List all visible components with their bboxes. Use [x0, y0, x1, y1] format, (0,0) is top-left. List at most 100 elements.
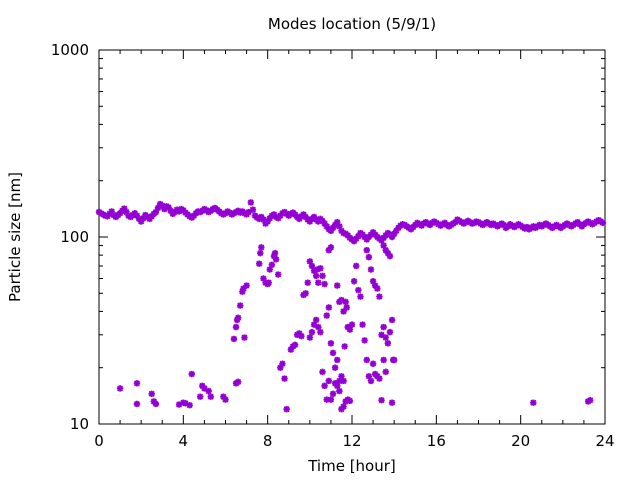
- data-point: [310, 321, 318, 328]
- data-point: [161, 205, 168, 213]
- data-point-mark: [266, 266, 273, 273]
- data-point-mark: [123, 208, 130, 216]
- data-point: [331, 221, 339, 229]
- data-point-mark: [327, 396, 335, 403]
- data-point: [306, 258, 314, 265]
- data-point: [321, 382, 328, 390]
- data-point-mark: [232, 323, 240, 331]
- data-point-mark: [390, 356, 398, 364]
- data-point: [197, 393, 204, 400]
- data-point-mark: [308, 328, 316, 336]
- data-point: [380, 323, 387, 331]
- data-point-mark: [388, 233, 396, 241]
- data-point-mark: [205, 387, 212, 395]
- data-point-mark: [378, 397, 385, 404]
- data-point: [376, 375, 383, 382]
- data-point: [279, 360, 286, 367]
- data-point: [321, 280, 328, 288]
- data-point: [371, 282, 379, 289]
- data-point: [201, 385, 208, 392]
- data-point: [329, 224, 337, 231]
- data-point: [272, 256, 280, 263]
- data-points: [95, 199, 607, 413]
- data-point: [390, 230, 398, 238]
- data-point-mark: [317, 265, 324, 272]
- data-point: [154, 204, 162, 212]
- data-point: [287, 346, 295, 353]
- data-point-mark: [302, 290, 309, 297]
- data-point-mark: [298, 332, 305, 340]
- data-point: [340, 377, 347, 385]
- data-point-mark: [376, 293, 383, 300]
- data-point: [369, 360, 377, 367]
- data-point: [388, 399, 396, 406]
- data-point-mark: [264, 218, 271, 225]
- data-point: [336, 377, 343, 385]
- data-point: [239, 288, 246, 295]
- data-point-mark: [384, 249, 392, 257]
- data-point: [355, 286, 362, 294]
- data-point: [331, 364, 339, 371]
- data-point: [369, 278, 377, 285]
- data-point-mark: [323, 396, 330, 403]
- data-point-mark: [197, 393, 204, 400]
- data-point-mark: [152, 208, 160, 216]
- data-point: [393, 227, 400, 234]
- data-point: [363, 356, 370, 364]
- data-point-mark: [338, 373, 345, 380]
- data-point-mark: [116, 385, 124, 392]
- data-point-mark: [386, 328, 394, 336]
- data-point-mark: [108, 208, 115, 215]
- data-point-mark: [325, 304, 333, 311]
- data-point-mark: [346, 397, 354, 405]
- data-point-mark: [165, 204, 172, 211]
- data-point: [116, 385, 124, 392]
- chart-title: Modes location (5/9/1): [268, 15, 436, 33]
- data-point-mark: [369, 360, 377, 367]
- data-point: [234, 314, 242, 321]
- data-point-mark: [159, 202, 166, 209]
- data-point: [382, 368, 389, 376]
- data-point: [376, 293, 383, 300]
- data-point-mark: [314, 266, 321, 273]
- data-point: [363, 246, 370, 254]
- data-point-mark: [334, 218, 341, 226]
- data-point: [260, 216, 267, 223]
- data-point-mark: [152, 400, 160, 408]
- data-point: [336, 223, 343, 230]
- data-point: [319, 272, 326, 280]
- data-point: [386, 328, 394, 336]
- data-point-mark: [319, 217, 326, 225]
- data-point-mark: [331, 364, 339, 371]
- x-tick-label: 24: [595, 432, 614, 450]
- data-point: [315, 323, 322, 331]
- data-point: [133, 400, 141, 408]
- data-point: [327, 396, 335, 403]
- data-point-mark: [342, 298, 349, 306]
- data-point-mark: [249, 206, 257, 213]
- data-point-mark: [382, 368, 389, 376]
- data-point: [353, 262, 360, 270]
- data-point-mark: [388, 316, 396, 324]
- data-point-mark: [374, 285, 381, 292]
- data-point: [388, 316, 396, 324]
- data-point: [323, 396, 330, 403]
- y-axis-label: Particle size [nm]: [6, 172, 24, 302]
- data-point-mark: [237, 302, 244, 309]
- data-point: [359, 321, 366, 328]
- data-point-mark: [260, 216, 267, 223]
- data-point: [283, 405, 290, 413]
- data-point-mark: [336, 377, 343, 385]
- data-point-mark: [323, 223, 330, 230]
- data-point-mark: [230, 335, 238, 343]
- data-point: [264, 218, 271, 225]
- data-point-mark: [325, 377, 333, 385]
- data-point: [232, 323, 240, 331]
- data-point: [237, 302, 244, 309]
- data-point: [167, 207, 174, 215]
- data-point-mark: [357, 293, 364, 300]
- data-point-mark: [336, 223, 343, 230]
- data-point: [302, 290, 309, 297]
- data-point-mark: [317, 328, 324, 336]
- data-point: [338, 373, 345, 380]
